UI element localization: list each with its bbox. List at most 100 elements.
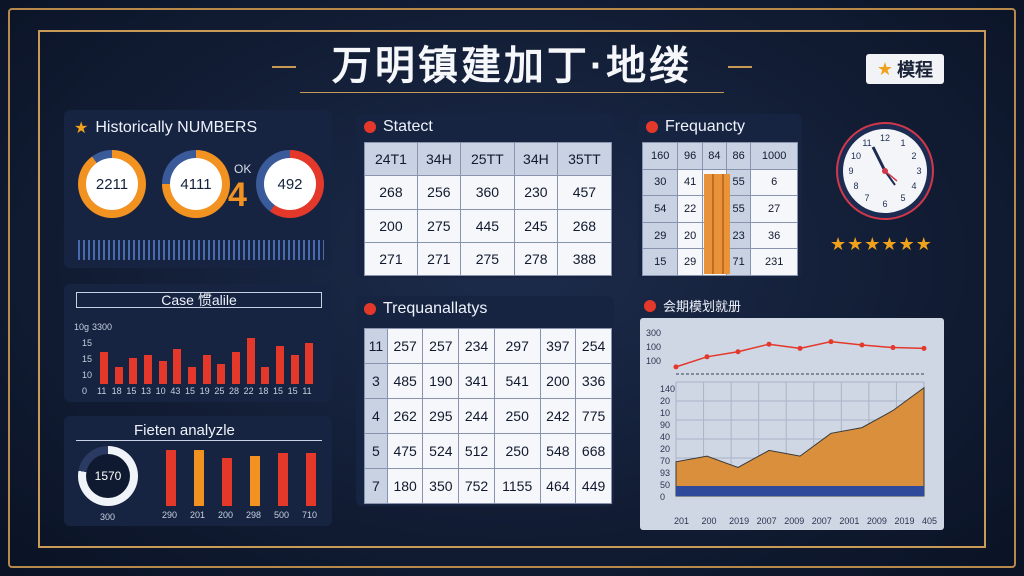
table-cell: 20 bbox=[677, 221, 703, 250]
freq-orange-bars bbox=[704, 174, 730, 274]
area-chart: 300 100 100 140 20 10 90 40 20 70 93 50 0 201 200 2019 2… bbox=[646, 328, 937, 526]
table-cell: 29 bbox=[677, 248, 703, 276]
trequ-title: Trequanallatys bbox=[364, 300, 487, 318]
page-title: 万明镇建加丁·地缕 bbox=[331, 44, 693, 88]
area-y-tick: 40 bbox=[660, 432, 670, 442]
area-y-tick: 70 bbox=[660, 456, 670, 466]
table-cell: 3 bbox=[364, 363, 388, 399]
line-point bbox=[828, 339, 834, 345]
fieten-bar bbox=[194, 450, 204, 506]
line-point bbox=[859, 342, 865, 348]
case-x-tick: 15 bbox=[185, 386, 196, 396]
case-x-tick: 19 bbox=[199, 386, 210, 396]
table-cell: 15 bbox=[641, 248, 679, 276]
area-y-tick: 10 bbox=[660, 408, 670, 418]
rating-stars: ★★★★★★ bbox=[830, 234, 933, 254]
table-cell: 230 bbox=[513, 175, 558, 210]
table-cell: 7 bbox=[364, 468, 388, 504]
table-cell: 231 bbox=[750, 248, 798, 276]
table-cell: 752 bbox=[458, 468, 495, 504]
table-cell: 1000 bbox=[750, 142, 798, 170]
table-cell: 297 bbox=[493, 328, 541, 364]
fieten-bar bbox=[166, 450, 176, 506]
historic-title-text: Historically NUMBERS bbox=[95, 119, 258, 136]
red-dot-icon bbox=[364, 121, 376, 133]
case-bar bbox=[305, 343, 314, 384]
case-panel: Case 惯alile bbox=[64, 284, 332, 402]
table-cell: 23 bbox=[725, 221, 752, 250]
fieten-bar-label: 500 bbox=[274, 510, 290, 520]
table-row: 268 256 360 230 457 bbox=[364, 175, 613, 210]
trequ-table: 11 257 257 234 297 397 254 3 485 190 341 541 200 336 4… bbox=[364, 328, 612, 504]
table-cell: 36 bbox=[750, 221, 798, 250]
table-row: 3 485 190 341 541 200 336 bbox=[364, 363, 612, 399]
table-cell: 200 bbox=[539, 363, 577, 399]
area-y-tick: 90 bbox=[660, 420, 670, 430]
area-y-tick: 50 bbox=[660, 480, 670, 490]
frequency-title-text: Frequancty bbox=[665, 118, 746, 135]
inner-frame bbox=[38, 30, 986, 548]
fieten-bar-label: 201 bbox=[190, 510, 206, 520]
badge-label: 模程 bbox=[897, 60, 934, 80]
table-cell: 242 bbox=[539, 398, 577, 434]
top-badge[interactable]: ★ 模程 bbox=[866, 54, 944, 84]
area-y-tick: 100 bbox=[646, 342, 661, 352]
table-cell: 4 bbox=[364, 398, 388, 434]
area-x-tick: 2009 bbox=[784, 516, 804, 526]
table-cell: 244 bbox=[458, 398, 495, 434]
frequency-title: Frequancty bbox=[646, 118, 745, 136]
table-cell: 457 bbox=[556, 175, 613, 210]
fieten-bar-label: 200 bbox=[218, 510, 234, 520]
table-cell: 541 bbox=[493, 363, 541, 399]
area-title-text: 会期模划就册 bbox=[663, 299, 742, 314]
table-cell: 445 bbox=[459, 208, 515, 243]
table-cell: 30 bbox=[641, 168, 679, 197]
title-underline bbox=[300, 92, 724, 93]
line-point bbox=[735, 349, 741, 355]
area-y-tick: 20 bbox=[660, 444, 670, 454]
gauge-value: 2211 bbox=[86, 158, 138, 210]
case-bar bbox=[246, 337, 255, 384]
case-x-tick: 10 bbox=[155, 386, 166, 396]
case-bar bbox=[173, 349, 182, 384]
case-bar bbox=[188, 366, 196, 384]
area-y-tick: 100 bbox=[646, 356, 661, 366]
table-cell: 254 bbox=[575, 328, 612, 364]
table-cell: 775 bbox=[575, 398, 612, 434]
gauge-value: 492 bbox=[264, 158, 316, 210]
svg-text:10: 10 bbox=[851, 151, 861, 161]
table-cell: 250 bbox=[493, 398, 541, 434]
table-cell: 271 bbox=[416, 241, 461, 277]
table-row: 271 271 275 278 388 bbox=[364, 241, 613, 277]
svg-text:12: 12 bbox=[880, 133, 890, 143]
table-cell: 475 bbox=[386, 433, 424, 469]
area-x-tick: 2019 bbox=[729, 516, 749, 526]
case-bar bbox=[290, 355, 299, 384]
case-x-tick: 28 bbox=[229, 386, 240, 396]
case-y-tick: 10 bbox=[82, 370, 93, 380]
area-x-tick: 405 bbox=[922, 516, 937, 526]
table-cell: 27 bbox=[750, 195, 798, 223]
case-x-tick: 25 bbox=[214, 386, 225, 396]
case-x-tick: 18 bbox=[258, 386, 269, 396]
area-x-tick: 200 bbox=[702, 516, 717, 526]
area-y-tick: 93 bbox=[660, 468, 670, 478]
table-cell: 388 bbox=[556, 241, 613, 277]
area-series bbox=[675, 386, 925, 497]
table-cell: 41 bbox=[677, 168, 703, 197]
fieten-bar bbox=[250, 456, 260, 506]
red-dot-icon bbox=[644, 299, 656, 312]
fieten-bar bbox=[222, 457, 232, 506]
case-x-tick: 15 bbox=[287, 386, 298, 396]
case-title-box: Case 惯alile bbox=[76, 292, 322, 308]
table-cell: 86 bbox=[725, 142, 752, 170]
area-y-tick: 300 bbox=[646, 328, 661, 338]
header-cell: 34H bbox=[513, 141, 558, 177]
table-cell: 22 bbox=[677, 195, 703, 223]
table-cell: 54 bbox=[641, 195, 679, 223]
case-bar bbox=[129, 357, 138, 384]
case-y-tick: 15 bbox=[82, 354, 93, 364]
table-cell: 262 bbox=[386, 398, 424, 434]
table-cell: 71 bbox=[725, 248, 752, 276]
